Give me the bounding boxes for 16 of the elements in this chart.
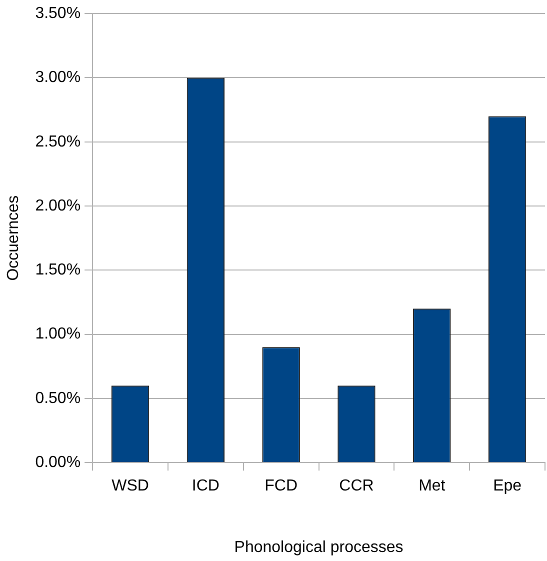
x-tick-label: ICD xyxy=(192,478,220,495)
x-tick-label: CCR xyxy=(339,478,374,495)
x-tick-label: Met xyxy=(418,478,446,495)
y-tick-label: 1.50% xyxy=(35,262,81,279)
y-tick-label: 2.50% xyxy=(35,133,81,150)
y-tick-label: 3.00% xyxy=(35,69,81,86)
x-axis-title: Phonological processes xyxy=(234,538,404,556)
x-tick-label: FCD xyxy=(264,478,298,495)
y-tick-label: 1.00% xyxy=(35,326,81,343)
y-tick-label: 0.50% xyxy=(35,390,81,407)
y-tick-label: 0.00% xyxy=(35,454,81,472)
x-tick-label: WSD xyxy=(112,478,149,495)
y-tick-label: 3.50% xyxy=(35,5,81,22)
y-tick-label: 2.00% xyxy=(35,197,81,214)
y-axis-title: Occuernces xyxy=(5,195,22,281)
x-tick-label: Epe xyxy=(493,478,522,495)
